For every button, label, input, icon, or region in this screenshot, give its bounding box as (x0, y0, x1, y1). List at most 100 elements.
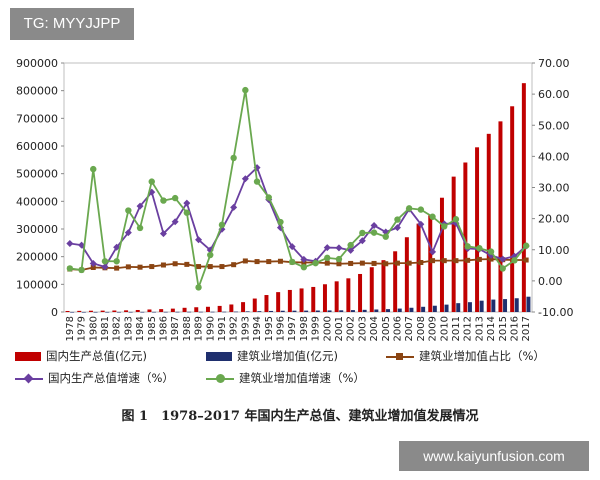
ratio-point (406, 260, 412, 266)
ratio-point (242, 258, 248, 264)
construction-growth-point (382, 233, 389, 240)
construction-growth-point (476, 244, 483, 252)
x-axis-tick-label: 2017 (521, 316, 532, 341)
x-axis-tick-label: 2006 (392, 316, 403, 341)
ratio-point (488, 256, 494, 262)
construction-growth-point (230, 154, 237, 162)
x-axis-tick-label: 2004 (369, 316, 380, 341)
bar-construction (491, 299, 496, 312)
bar-gdp (241, 302, 246, 312)
construction-growth-point (359, 229, 366, 237)
legend-cva-growth-label: 建筑业增加值增速（%） (239, 371, 365, 385)
bar-gdp (346, 278, 351, 312)
bar-gdp (112, 310, 117, 312)
x-axis-tick-label: 2002 (346, 316, 357, 341)
x-axis-tick-label: 1994 (252, 316, 263, 341)
construction-growth-point (183, 209, 191, 216)
bar-gdp (276, 292, 281, 312)
gdp-growth-point (78, 241, 86, 249)
right-axis-tick-label: 60.00 (538, 88, 570, 101)
bar-construction (339, 310, 344, 312)
x-axis-tick-label: 1999 (311, 316, 322, 341)
x-axis-tick-label: 2007 (404, 316, 415, 341)
bar-gdp (170, 308, 175, 312)
construction-growth-point (66, 265, 74, 272)
ratio-point (184, 261, 190, 267)
bar-gdp (194, 307, 199, 312)
bar-construction (163, 311, 168, 313)
bar-gdp (451, 176, 456, 312)
bar-construction (432, 305, 437, 312)
x-axis-tick-label: 1998 (299, 316, 310, 341)
x-axis-tick-label: 2014 (486, 316, 497, 341)
construction-growth-point (441, 223, 448, 230)
bar-construction (245, 311, 250, 312)
ratio-point (418, 260, 424, 266)
bar-construction (105, 311, 110, 313)
bar-construction (175, 311, 180, 313)
construction-growth-point (195, 284, 202, 291)
gdp-growth-point (124, 229, 132, 237)
x-axis-tick-label: 1979 (77, 316, 88, 341)
ratio-point (266, 259, 272, 265)
x-axis-tick-label: 1987 (170, 316, 181, 341)
gdp-growth-point (113, 243, 121, 251)
ratio-point (324, 260, 330, 266)
ratio-line (69, 258, 527, 271)
ratio-point (383, 261, 389, 267)
ratio-point (137, 264, 143, 270)
watermark-top-badge: TG: MYYJJPP (10, 8, 134, 40)
bar-construction (397, 308, 402, 312)
left-axis-tick-label: 200000 (16, 251, 58, 264)
x-axis-tick-label: 2001 (334, 316, 345, 341)
bar-construction (526, 296, 531, 312)
left-axis-tick-label: 800000 (16, 85, 58, 98)
x-axis-tick-label: 2003 (357, 316, 368, 341)
legend-gdp-swatch (15, 352, 41, 361)
ratio-point (196, 264, 202, 270)
right-axis-tick-label: 20.00 (538, 213, 570, 226)
bar-gdp (205, 306, 210, 312)
ratio-point (207, 264, 213, 270)
legend-ratio-swatch (386, 352, 414, 360)
bar-construction (514, 298, 519, 312)
bar-gdp (229, 304, 234, 312)
gdp-growth-point (241, 175, 249, 183)
gdp-growth-point (230, 203, 238, 211)
bar-gdp (439, 197, 444, 312)
ratio-point (359, 260, 365, 266)
ratio-point (430, 258, 436, 264)
construction-growth-point (312, 259, 319, 267)
gdp-growth-point (101, 263, 109, 271)
x-axis-tick-label: 2009 (428, 316, 439, 341)
ratio-point (394, 260, 400, 266)
construction-growth-point (160, 197, 167, 204)
gdp-growth-point (89, 259, 97, 267)
x-axis-tick-label: 2013 (474, 316, 485, 341)
right-axis-tick-label: 70.00 (538, 57, 570, 70)
bar-gdp (498, 121, 503, 313)
construction-growth-point (335, 255, 343, 263)
ratio-point (523, 257, 529, 263)
ratio-point (90, 264, 96, 270)
right-axis-tick-label: 50.00 (538, 119, 570, 132)
x-axis-tick-label: 1996 (275, 316, 286, 341)
ratio-point (453, 258, 459, 264)
bar-construction (81, 311, 86, 313)
x-axis-tick-label: 1990 (205, 316, 216, 341)
bar-gdp (428, 215, 433, 312)
construction-growth-point (405, 205, 413, 212)
gdp-growth-point (66, 240, 74, 248)
bar-construction (350, 310, 355, 312)
bar-construction (467, 302, 472, 312)
legend-cva-label: 建筑业增加值(亿元) (237, 349, 338, 363)
bar-gdp (135, 309, 140, 312)
bar-gdp (88, 310, 93, 312)
construction-growth-point (265, 194, 272, 201)
construction-growth-point (207, 251, 214, 259)
construction-growth-point (452, 216, 460, 223)
ratio-point (125, 264, 131, 270)
bar-gdp (159, 309, 164, 312)
bar-gdp (124, 310, 129, 312)
x-axis-tick-label: 2015 (498, 316, 509, 341)
